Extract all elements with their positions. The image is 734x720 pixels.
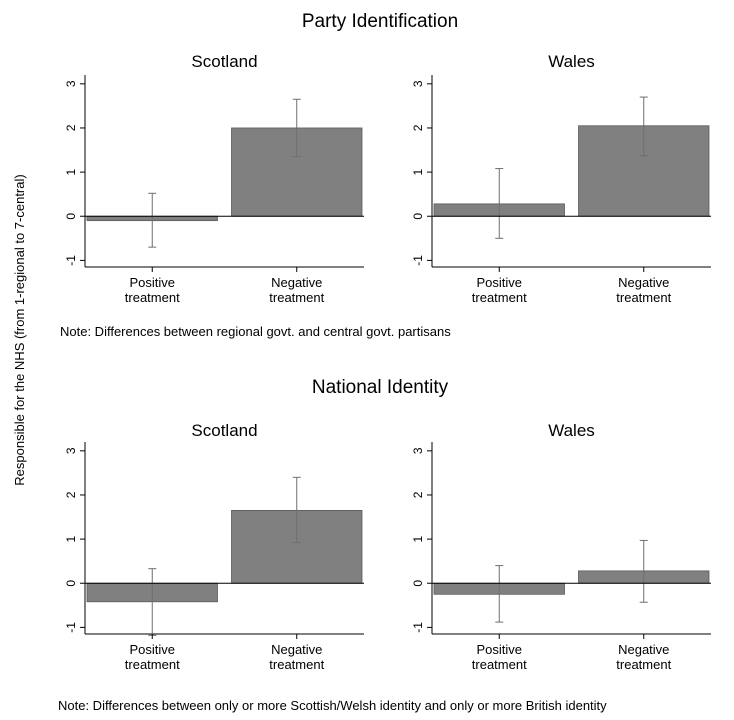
y-tick-label: 0 <box>64 580 78 587</box>
y-tick-label: 3 <box>64 80 78 87</box>
y-tick-label: 1 <box>64 535 78 542</box>
x-tick-label: Positive <box>476 642 522 657</box>
y-tick-label: 2 <box>411 491 425 498</box>
panel-2: Wales-10123PositivetreatmentNegativetrea… <box>411 52 711 305</box>
x-tick-label: Negative <box>271 275 322 290</box>
x-tick-label: treatment <box>616 657 671 672</box>
y-tick-label: 3 <box>411 447 425 454</box>
panel-title: Wales <box>548 52 595 71</box>
y-tick-label: 2 <box>64 491 78 498</box>
x-tick-label: Negative <box>618 642 669 657</box>
x-tick-label: Positive <box>129 642 175 657</box>
x-tick-label: treatment <box>616 290 671 305</box>
panel-3: Scotland-10123PositivetreatmentNegativet… <box>64 421 364 672</box>
y-tick-label: -1 <box>411 622 425 633</box>
panel-4: Wales-10123PositivetreatmentNegativetrea… <box>411 421 711 672</box>
y-tick-label: 2 <box>411 124 425 131</box>
panel-title: Scotland <box>191 421 257 440</box>
y-tick-label: 0 <box>411 213 425 220</box>
x-tick-label: Positive <box>476 275 522 290</box>
y-tick-label: 3 <box>64 447 78 454</box>
panel-title: Wales <box>548 421 595 440</box>
y-tick-label: 1 <box>411 535 425 542</box>
x-tick-label: treatment <box>125 657 180 672</box>
panel-1: Scotland-10123PositivetreatmentNegativet… <box>64 52 364 305</box>
section-title-national-identity: National Identity <box>312 377 449 398</box>
x-tick-label: Positive <box>129 275 175 290</box>
y-tick-label: -1 <box>64 622 78 633</box>
y-tick-label: -1 <box>64 255 78 266</box>
section-note-party-identification: Note: Differences between regional govt.… <box>60 324 451 339</box>
y-tick-label: 3 <box>411 80 425 87</box>
y-tick-label: 2 <box>64 124 78 131</box>
x-tick-label: treatment <box>472 290 527 305</box>
section-title-party-identification: Party Identification <box>302 11 458 32</box>
y-tick-label: 0 <box>411 580 425 587</box>
section-note-national-identity: Note: Differences between only or more S… <box>58 698 607 713</box>
x-tick-label: treatment <box>472 657 527 672</box>
y-tick-label: 0 <box>64 213 78 220</box>
y-axis-label: Responsible for the NHS (from 1-regional… <box>12 174 27 485</box>
y-tick-label: -1 <box>411 255 425 266</box>
x-tick-label: treatment <box>269 290 324 305</box>
panel-title: Scotland <box>191 52 257 71</box>
y-tick-label: 1 <box>64 168 78 175</box>
x-tick-label: Negative <box>271 642 322 657</box>
x-tick-label: treatment <box>125 290 180 305</box>
x-tick-label: treatment <box>269 657 324 672</box>
x-tick-label: Negative <box>618 275 669 290</box>
panels: Scotland-10123PositivetreatmentNegativet… <box>64 52 711 672</box>
y-tick-label: 1 <box>411 168 425 175</box>
